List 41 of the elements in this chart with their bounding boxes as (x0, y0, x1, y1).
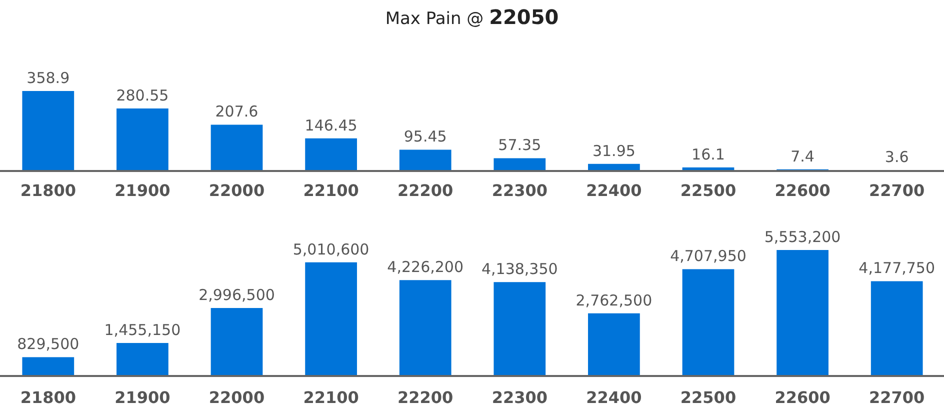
data-label: 829,500 (17, 335, 80, 354)
chart-title: Max Pain @ 22050 (385, 5, 559, 29)
x-tick-label: 22500 (680, 181, 736, 200)
x-tick-label: 22000 (208, 388, 265, 407)
x-tick-label: 22100 (303, 388, 359, 407)
data-label: 4,226,200 (387, 258, 464, 276)
x-tick-label: 22400 (586, 388, 642, 407)
x-tick-label: 21900 (114, 181, 170, 200)
data-label: 207.6 (215, 102, 258, 121)
x-tick-label: 22100 (303, 181, 359, 200)
data-label: 95.45 (404, 128, 447, 146)
data-label: 2,762,500 (576, 291, 652, 310)
x-tick-label: 21800 (20, 388, 76, 407)
x-tick-label: 22600 (774, 181, 830, 200)
x-tick-label: 21900 (114, 388, 170, 407)
data-label: 4,138,350 (481, 260, 558, 278)
x-tick-label: 22200 (398, 181, 454, 200)
data-label: 146.45 (304, 116, 358, 134)
x-tick-label: 22700 (869, 388, 925, 407)
data-label: 31.95 (592, 142, 636, 160)
data-label: 4,707,950 (670, 247, 746, 266)
x-tick-label: 22200 (398, 388, 454, 407)
data-label: 2,996,500 (198, 286, 275, 304)
data-label: 5,553,200 (764, 228, 841, 246)
x-tick-label: 22700 (869, 181, 925, 200)
x-tick-label: 22600 (774, 388, 830, 407)
x-tick-label: 22300 (492, 181, 548, 200)
data-label: 5,010,600 (292, 240, 370, 258)
data-label: 358.9 (26, 69, 70, 87)
x-tick-label: 22300 (492, 388, 548, 407)
data-label: 3.6 (884, 148, 909, 166)
data-label: 16.1 (692, 145, 725, 164)
data-label: 57.35 (498, 136, 542, 154)
data-label: 7.4 (790, 147, 814, 166)
x-tick-label: 22400 (586, 181, 642, 200)
x-tick-label: 21800 (20, 181, 76, 200)
data-label: 1,455,150 (104, 320, 181, 339)
data-label: 4,177,750 (858, 259, 936, 278)
x-tick-label: 22000 (208, 181, 265, 200)
x-tick-label: 22500 (680, 388, 736, 407)
data-label: 280.55 (116, 86, 169, 104)
